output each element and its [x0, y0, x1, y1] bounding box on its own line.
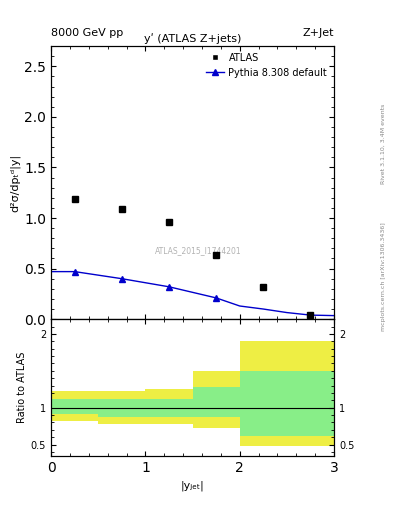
ATLAS	[214, 252, 219, 259]
ATLAS	[261, 284, 266, 290]
Pythia 8.308 default	[119, 275, 124, 282]
Pythia 8.308 default	[214, 295, 219, 301]
ATLAS	[308, 311, 313, 317]
Text: Rivet 3.1.10, 3.4M events: Rivet 3.1.10, 3.4M events	[381, 103, 386, 183]
Pythia 8.308 default	[167, 284, 171, 290]
Legend: ATLAS, Pythia 8.308 default: ATLAS, Pythia 8.308 default	[202, 49, 331, 81]
Text: mcplots.cern.ch [arXiv:1306.3436]: mcplots.cern.ch [arXiv:1306.3436]	[381, 222, 386, 331]
Text: Z+Jet: Z+Jet	[303, 28, 334, 38]
Y-axis label: d²σ/dpₜᵈ|y|: d²σ/dpₜᵈ|y|	[9, 154, 20, 211]
ATLAS	[119, 206, 124, 212]
ATLAS	[167, 219, 171, 225]
Y-axis label: Ratio to ATLAS: Ratio to ATLAS	[17, 352, 27, 423]
Title: yʹ (ATLAS Z+jets): yʹ (ATLAS Z+jets)	[144, 33, 241, 44]
Line: ATLAS: ATLAS	[71, 195, 314, 318]
Line: Pythia 8.308 default: Pythia 8.308 default	[71, 268, 220, 302]
Text: ATLAS_2015_I1744201: ATLAS_2015_I1744201	[155, 246, 242, 255]
Text: 8000 GeV pp: 8000 GeV pp	[51, 28, 123, 38]
X-axis label: |yⱼₑₜ|: |yⱼₑₜ|	[181, 480, 204, 490]
ATLAS	[72, 196, 77, 202]
Pythia 8.308 default	[72, 268, 77, 274]
